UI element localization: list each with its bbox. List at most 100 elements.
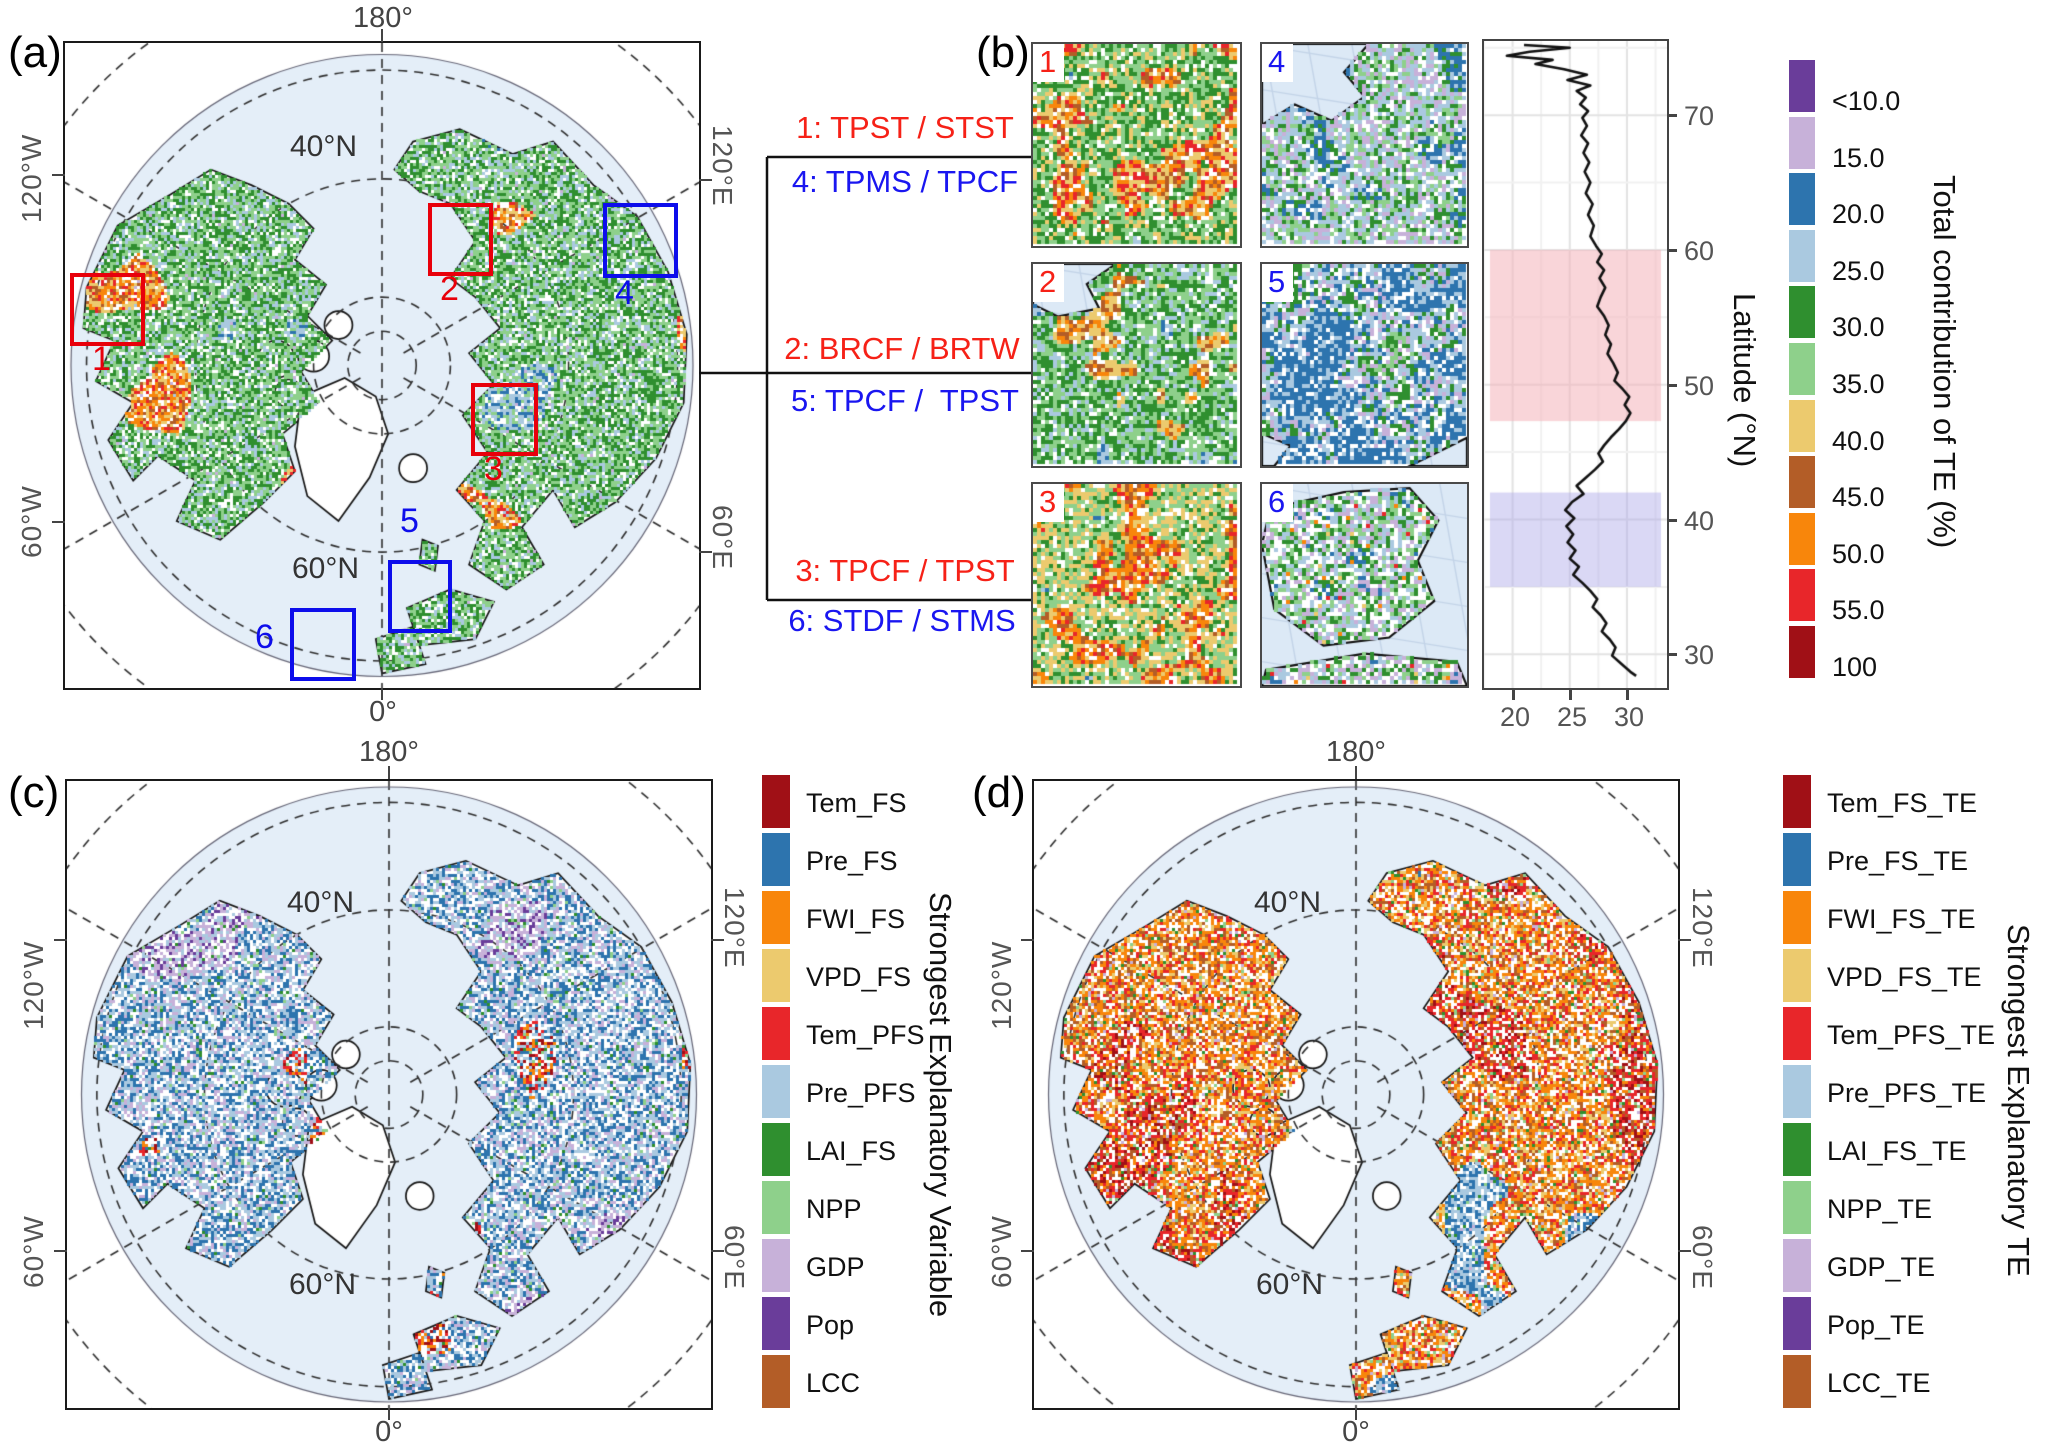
colorbar-block-20 (1789, 173, 1815, 225)
inset-map-3 (1031, 482, 1242, 688)
legend-c-title: Strongest Explanatory Variable (923, 892, 958, 1318)
latplot-ylabel-60: 60 (1684, 236, 1715, 266)
panel-a-meridian-label-0: 0° (369, 696, 397, 728)
panel-d-lat60-label: 60°N (1256, 1268, 1324, 1301)
panel-c-lat60-label: 60°N (289, 1268, 357, 1301)
region-box-3-number: 3 (484, 450, 503, 488)
region-box-1-number: 1 (92, 340, 111, 378)
latplot-xlabel-25: 25 (1556, 702, 1588, 732)
pair-label-5: 5: TPCF / TPST (791, 383, 1019, 418)
panel-d-left-tick-120w (1021, 939, 1034, 941)
colorbar-label-20: 20.0 (1832, 199, 1885, 229)
inset-map-1 (1031, 42, 1242, 248)
panel-d-top-tick (1355, 766, 1357, 779)
latplot-xlabel-30: 30 (1613, 702, 1645, 732)
panel-c-lat40-label: 40°N (287, 886, 355, 919)
panel-c-right-tick-120e (711, 939, 724, 941)
panel-c-meridian-label-0: 0° (375, 1416, 403, 1448)
legend-c-label-tem-pfs: Tem_PFS (806, 1020, 925, 1050)
panel-d-meridian-label-0: 0° (1342, 1416, 1370, 1448)
region-box-4-number: 4 (615, 274, 634, 312)
legend-d-swatch-pre-fs-te (1783, 833, 1811, 886)
inset-map-6 (1260, 482, 1469, 688)
legend-c-label-fwi-fs: FWI_FS (806, 904, 905, 934)
legend-d-label-lai-fs-te: LAI_FS_TE (1827, 1136, 1967, 1166)
colorbar-label-50: 50.0 (1832, 539, 1885, 569)
latitude-profile-chart (1482, 39, 1669, 690)
colorbar-label-40: 40.0 (1832, 426, 1885, 456)
legend-c-swatch-lcc (762, 1355, 790, 1408)
legend-d-swatch-fwi-fs-te (1783, 891, 1811, 944)
panel-d-right-tick-120e (1678, 939, 1691, 941)
inset-3-number: 3 (1033, 484, 1065, 522)
latplot-xtick-25 (1569, 690, 1572, 700)
legend-d-label-vpd-fs-te: VPD_FS_TE (1827, 962, 1982, 992)
legend-d-title: Strongest Explanatory TE (2001, 923, 2036, 1277)
panel-a-right-tick-120e (699, 179, 712, 181)
latplot-ytick-50 (1667, 384, 1677, 387)
legend-c-label-lcc: LCC (806, 1368, 861, 1398)
panel-d-left-tick-60w (1021, 1250, 1034, 1252)
colorbar-block-lt10 (1789, 60, 1815, 112)
latplot-ytick-40 (1667, 519, 1677, 522)
colorbar-label-30: 30.0 (1832, 312, 1885, 342)
region-box-4 (603, 203, 678, 278)
legend-d-label-tem-fs-te: Tem_FS_TE (1827, 788, 1978, 818)
panel-a-top-tick (381, 29, 383, 42)
panel-a-left-tick-120w (52, 174, 65, 176)
panel-c-meridian-label-60w: 60°W (18, 1215, 49, 1289)
legend-d-swatch-pre-pfs-te (1783, 1065, 1811, 1118)
panel-c-left-tick-60w (54, 1250, 67, 1252)
panel-a-meridian-label-120w: 120°W (16, 133, 47, 223)
colorbar-block-100 (1789, 626, 1815, 678)
region-box-5 (388, 560, 452, 633)
pair-label-6: 6: STDF / STMS (788, 603, 1016, 638)
colorbar-block-25 (1789, 230, 1815, 282)
region-box-1 (70, 273, 145, 346)
panel-c-meridian-label-180: 180° (359, 736, 419, 768)
latplot-ylabel-40: 40 (1684, 506, 1715, 536)
panel-a-left-tick-60w (52, 521, 65, 523)
colorbar-label-35: 35.0 (1832, 369, 1885, 399)
legend-c-swatch-vpd-fs (762, 949, 790, 1002)
colorbar-label-45: 45.0 (1832, 482, 1885, 512)
panel-d-right-tick-60e (1678, 1250, 1691, 1252)
legend-d-swatch-pop-te (1783, 1297, 1811, 1350)
legend-c-swatch-tem-pfs (762, 1007, 790, 1060)
legend-d-swatch-tem-pfs-te (1783, 1007, 1811, 1060)
inset-4-number: 4 (1262, 44, 1294, 82)
panel-b-letter: (b) (976, 28, 1030, 77)
legend-d-swatch-lcc-te (1783, 1355, 1811, 1408)
pair-label-3: 3: TPCF / TPST (795, 553, 1015, 588)
latplot-ytick-70 (1667, 114, 1677, 117)
panel-a-letter: (a) (8, 28, 62, 77)
legend-c-swatch-lai-fs (762, 1123, 790, 1176)
region-box-5-number: 5 (400, 502, 419, 540)
legend-d-label-pre-fs-te: Pre_FS_TE (1827, 846, 1969, 876)
legend-c-label-pre-pfs: Pre_PFS (806, 1078, 916, 1108)
panel-c-polar-map (65, 779, 713, 1410)
legend-d-swatch-lai-fs-te (1783, 1123, 1811, 1176)
panel-c-letter: (c) (8, 768, 60, 817)
legend-c-label-pop: Pop (806, 1310, 855, 1340)
panel-c-left-tick-120w (54, 939, 67, 941)
legend-d-swatch-gdp-te (1783, 1239, 1811, 1292)
panel-c-meridian-label-120w: 120°W (18, 940, 49, 1030)
panel-a-lat40-label: 40°N (290, 130, 358, 163)
legend-c-swatch-tem-fs (762, 775, 790, 828)
inset-5-number: 5 (1262, 264, 1294, 302)
inset-6-number: 6 (1262, 484, 1294, 522)
panel-a-meridian-label-180: 180° (353, 2, 413, 34)
panel-d-meridian-label-180: 180° (1326, 736, 1386, 768)
panel-c-bottom-tick (388, 1408, 390, 1420)
legend-c-label-lai-fs: LAI_FS (806, 1136, 897, 1166)
colorbar-title: Total contribution of TE (%) (1927, 175, 1962, 549)
panel-c-top-tick (388, 766, 390, 779)
colorbar-block-45 (1789, 456, 1815, 508)
region-box-2 (428, 203, 493, 276)
legend-c-label-tem-fs: Tem_FS (806, 788, 907, 818)
panel-d-meridian-label-60e: 60°E (1687, 1225, 1718, 1291)
legend-d-swatch-vpd-fs-te (1783, 949, 1811, 1002)
colorbar-block-40 (1789, 400, 1815, 452)
region-box-6 (290, 608, 356, 681)
